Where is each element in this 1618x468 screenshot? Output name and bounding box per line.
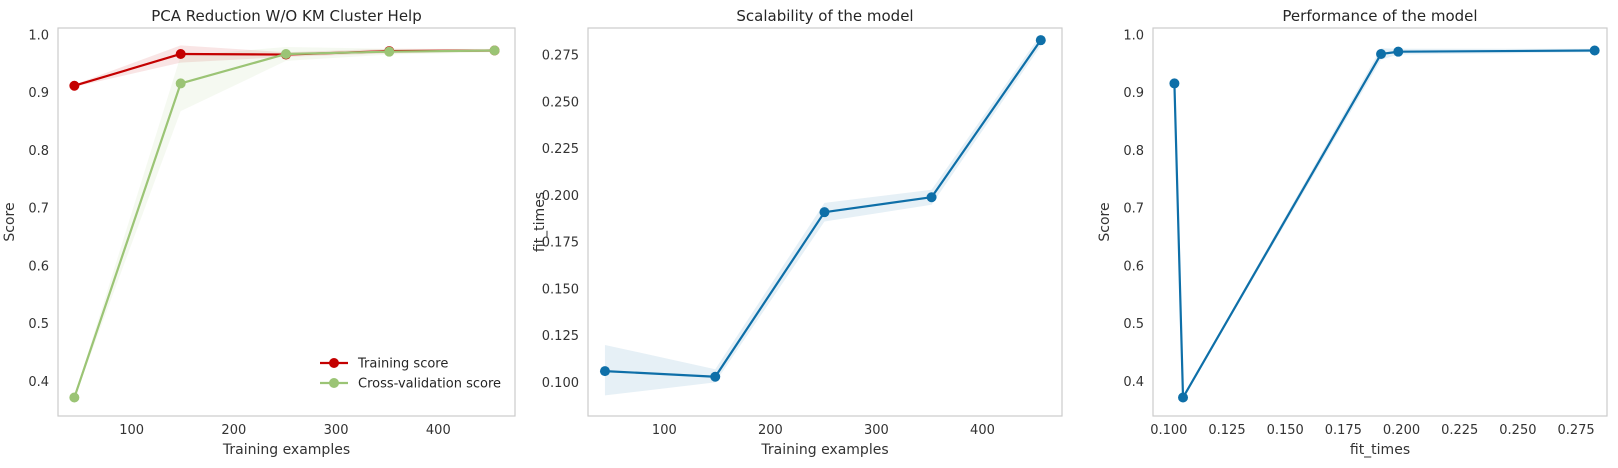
y-tick-label: 0.6 (28, 259, 49, 274)
y-tick-label: 0.125 (542, 329, 579, 344)
x-tick-label: 100 (119, 423, 144, 438)
data-point (819, 207, 830, 218)
x-tick-label: 0.150 (1267, 423, 1304, 438)
data-point (69, 392, 80, 403)
y-tick-label: 1.0 (1123, 28, 1144, 43)
x-tick-label: 200 (221, 423, 246, 438)
data-point (1393, 46, 1404, 57)
y-tick-label: 0.100 (542, 376, 579, 391)
chart-panel-1: PCA Reduction W/O KM Cluster Help 100 200 3… (2, 7, 516, 458)
data-point (926, 192, 937, 203)
x-tick-label: 0.250 (1499, 423, 1536, 438)
plot-frame (1152, 27, 1608, 417)
y-tick-label: 0.7 (28, 202, 49, 217)
y-tick-label: 0.9 (1123, 86, 1144, 101)
x-axis-label: Training examples (222, 442, 350, 458)
legend-swatch-marker (329, 358, 339, 368)
data-point (280, 48, 291, 59)
data-point (1169, 78, 1180, 89)
data-point (599, 366, 610, 377)
y-tick-label: 0.5 (28, 317, 49, 332)
legend-label: Training score (357, 357, 448, 372)
x-tick-label: 200 (758, 423, 783, 438)
data-point (710, 371, 721, 382)
data-point (69, 80, 80, 91)
chart-title: PCA Reduction W/O KM Cluster Help (151, 7, 422, 25)
y-tick-label: 0.8 (1123, 144, 1144, 159)
y-tick-label: 0.250 (542, 95, 579, 110)
x-tick-label: 0.175 (1325, 423, 1362, 438)
legend: Training score Cross-validation score (320, 357, 501, 392)
chart-panel-3: Performance of the model 0.100 0.125 0.150 0… (1097, 7, 1608, 458)
y-tick-label: 0.7 (1123, 202, 1144, 217)
data-point (1035, 35, 1046, 46)
y-tick-label: 0.9 (28, 86, 49, 101)
x-tick-label: 300 (324, 423, 349, 438)
y-tick-label: 0.150 (542, 282, 579, 297)
x-axis-label: fit_times (1350, 442, 1410, 458)
data-point (1376, 48, 1387, 59)
y-tick-label: 0.4 (28, 375, 49, 390)
data-point (1178, 392, 1189, 403)
data-layer (1169, 45, 1600, 403)
x-tick-label: 0.225 (1441, 423, 1478, 438)
y-tick-label: 0.275 (542, 49, 579, 64)
y-tick-label: 0.200 (542, 189, 579, 204)
x-tick-label: 100 (652, 423, 677, 438)
y-tick-label: 0.5 (1123, 317, 1144, 332)
x-tick-label: 0.275 (1557, 423, 1594, 438)
plot-frame (587, 27, 1063, 417)
chart-panel-2: Scalability of the model 100 200 300 400 0.10… (532, 7, 1063, 458)
data-point (384, 46, 395, 57)
y-axis-label: Score (1097, 202, 1113, 241)
y-tick-label: 1.0 (28, 28, 49, 43)
y-tick-label: 0.4 (1123, 375, 1144, 390)
data-point (175, 78, 186, 89)
legend-label: Cross-validation score (358, 377, 501, 392)
y-tick-label: 0.175 (542, 236, 579, 251)
chart-title: Scalability of the model (736, 7, 913, 25)
y-tick-label: 0.8 (28, 144, 49, 159)
data-point (175, 48, 186, 59)
y-tick-label: 0.6 (1123, 259, 1144, 274)
data-layer (69, 45, 500, 403)
y-axis-label: fit_times (532, 192, 548, 252)
data-layer (599, 34, 1046, 396)
x-tick-label: 300 (864, 423, 889, 438)
x-tick-label: 0.125 (1208, 423, 1245, 438)
x-axis-label: Training examples (760, 442, 888, 458)
data-point (1589, 45, 1600, 56)
data-point (489, 45, 500, 56)
x-tick-label: 400 (970, 423, 995, 438)
chart-title: Performance of the model (1282, 7, 1477, 25)
x-tick-label: 400 (426, 423, 451, 438)
legend-swatch-marker (329, 378, 339, 388)
x-tick-label: 0.100 (1150, 423, 1187, 438)
y-axis-label: Score (2, 202, 18, 241)
y-tick-label: 0.225 (542, 142, 579, 157)
x-tick-label: 0.200 (1383, 423, 1420, 438)
